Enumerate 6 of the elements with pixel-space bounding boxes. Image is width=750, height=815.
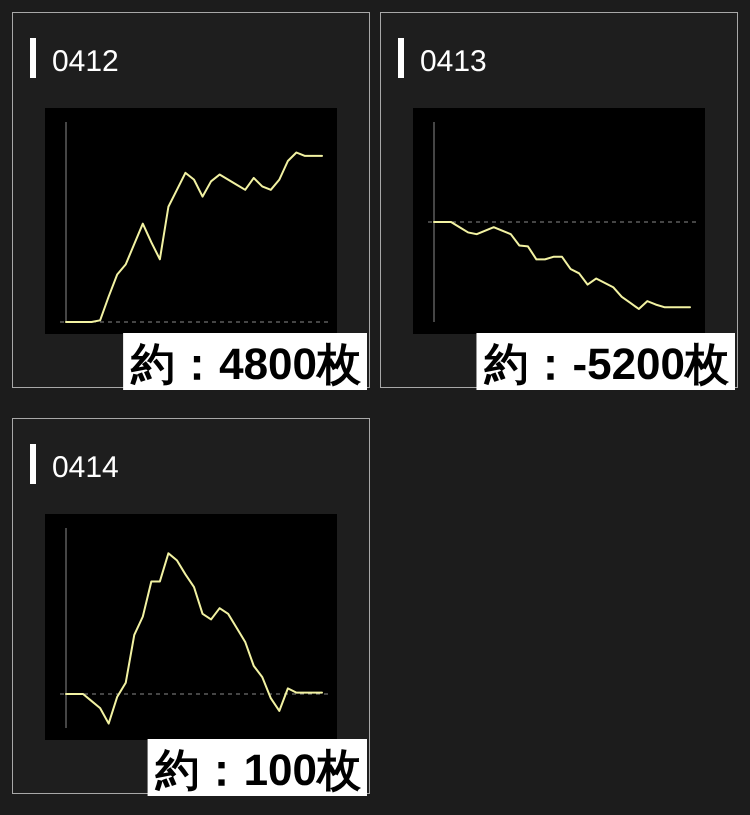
- text: 約：100枚: [154, 746, 362, 795]
- text: 約：4800枚: [130, 340, 362, 389]
- chart-title: 0414: [52, 451, 119, 484]
- text: 約：-5200枚: [483, 340, 730, 389]
- chart-title: 0412: [52, 45, 119, 78]
- chart-title: 0413: [420, 45, 487, 78]
